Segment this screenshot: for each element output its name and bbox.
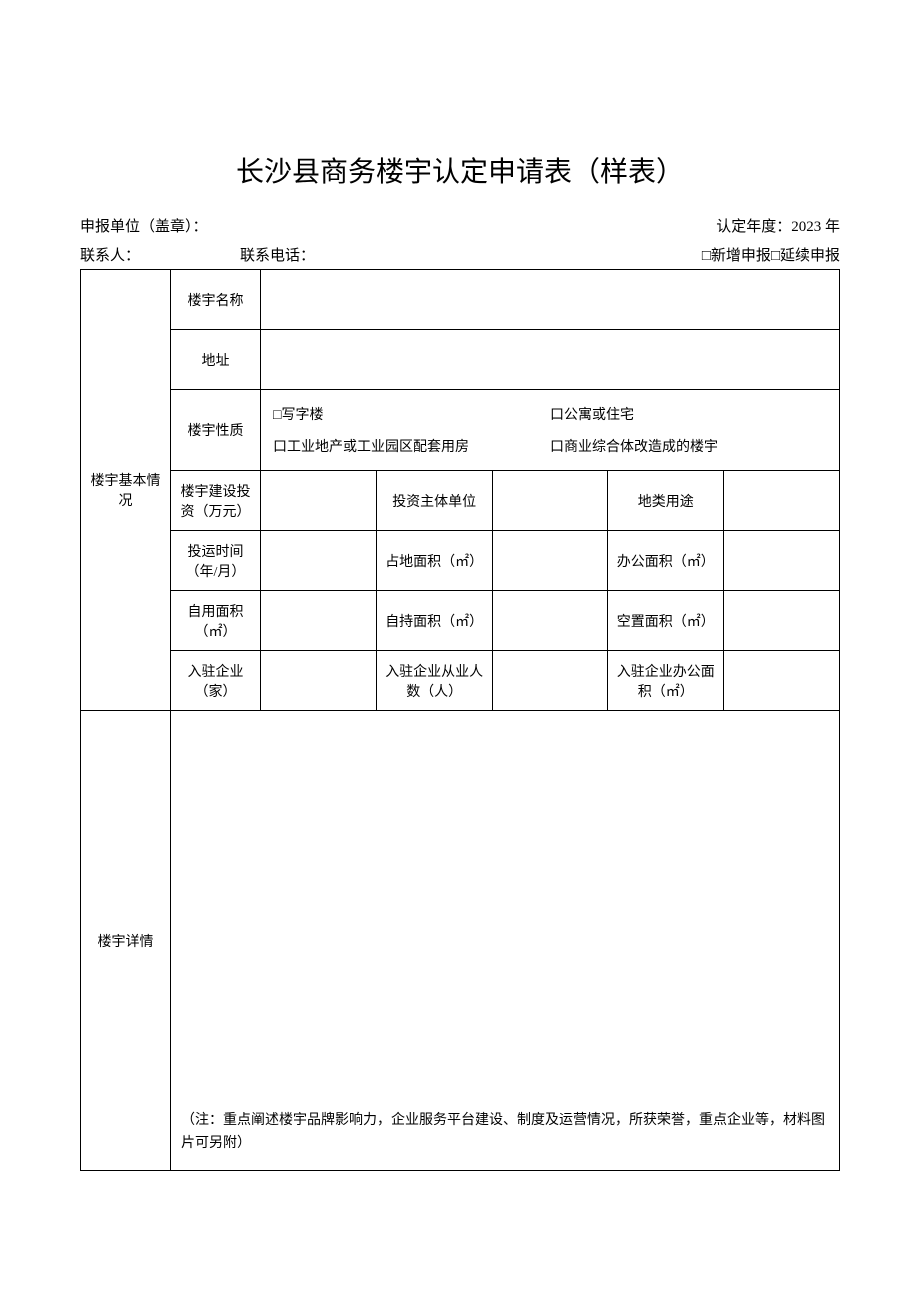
detail-note: （注：重点阐述楼宇品牌影响力，企业服务平台建设、制度及运营情况，所获荣誉，重点企… bbox=[181, 1110, 829, 1155]
vacant-area-label: 空置面积（㎡） bbox=[608, 591, 724, 651]
vacant-area-value[interactable] bbox=[724, 591, 840, 651]
land-area-value[interactable] bbox=[492, 531, 608, 591]
unit-label: 申报单位（盖章）： bbox=[80, 215, 208, 236]
address-label: 地址 bbox=[171, 330, 261, 390]
nature-opt3[interactable]: 口工业地产或工业园区配套用房 bbox=[273, 430, 550, 462]
apply-type: □新增申报□延续申报 bbox=[702, 244, 840, 265]
building-name-value[interactable] bbox=[261, 270, 840, 330]
header-row-1: 申报单位（盖章）： 认定年度：2023 年 bbox=[80, 215, 840, 236]
operation-time-value[interactable] bbox=[261, 531, 377, 591]
operation-time-label: 投运时间（年/月） bbox=[171, 531, 261, 591]
apply-new-checkbox[interactable]: □新增申报 bbox=[702, 244, 771, 265]
office-area-label: 办公面积（㎡） bbox=[608, 531, 724, 591]
self-hold-area-value[interactable] bbox=[492, 591, 608, 651]
nature-opt2[interactable]: 口公寓或住宅 bbox=[550, 398, 827, 430]
investment-label: 楼宇建设投资（万元） bbox=[171, 471, 261, 531]
contact-person-label: 联系人： bbox=[80, 244, 240, 265]
land-area-label: 占地面积（㎡） bbox=[376, 531, 492, 591]
tenant-count-value[interactable] bbox=[261, 651, 377, 711]
year-info: 认定年度：2023 年 bbox=[716, 215, 840, 236]
tenant-office-area-label: 入驻企业办公面积（㎡） bbox=[608, 651, 724, 711]
investment-value[interactable] bbox=[261, 471, 377, 531]
nature-label: 楼宇性质 bbox=[171, 390, 261, 471]
building-name-label: 楼宇名称 bbox=[171, 270, 261, 330]
application-table: 楼宇基本情况 楼宇名称 地址 楼宇性质 □写字楼 口公寓或住宅 口工业地产或工业… bbox=[80, 269, 840, 1171]
section-detail: 楼宇详情 bbox=[81, 711, 171, 1171]
investor-value[interactable] bbox=[492, 471, 608, 531]
self-use-area-label: 自用面积（㎡） bbox=[171, 591, 261, 651]
detail-content[interactable]: （注：重点阐述楼宇品牌影响力，企业服务平台建设、制度及运营情况，所获荣誉，重点企… bbox=[171, 711, 840, 1171]
header-row-2: 联系人： 联系电话： □新增申报□延续申报 bbox=[80, 244, 840, 265]
address-value[interactable] bbox=[261, 330, 840, 390]
office-area-value[interactable] bbox=[724, 531, 840, 591]
contact-phone-label: 联系电话： bbox=[240, 244, 702, 265]
apply-continue-checkbox[interactable]: □延续申报 bbox=[771, 244, 840, 265]
self-hold-area-label: 自持面积（㎡） bbox=[376, 591, 492, 651]
year-value: 2023 年 bbox=[791, 219, 840, 235]
nature-opt1[interactable]: □写字楼 bbox=[273, 398, 550, 430]
year-label: 认定年度： bbox=[716, 219, 791, 235]
section-basic-info: 楼宇基本情况 bbox=[81, 270, 171, 711]
self-use-area-value[interactable] bbox=[261, 591, 377, 651]
page-title: 长沙县商务楼宇认定申请表（样表） bbox=[80, 150, 840, 190]
nature-opt4[interactable]: 口商业综合体改造成的楼宇 bbox=[550, 430, 827, 462]
tenant-employee-value[interactable] bbox=[492, 651, 608, 711]
land-use-value[interactable] bbox=[724, 471, 840, 531]
land-use-label: 地类用途 bbox=[608, 471, 724, 531]
tenant-count-label: 入驻企业（家） bbox=[171, 651, 261, 711]
tenant-employee-label: 入驻企业从业人数（人） bbox=[376, 651, 492, 711]
nature-options: □写字楼 口公寓或住宅 口工业地产或工业园区配套用房 口商业综合体改造成的楼宇 bbox=[261, 390, 840, 471]
investor-label: 投资主体单位 bbox=[376, 471, 492, 531]
tenant-office-area-value[interactable] bbox=[724, 651, 840, 711]
